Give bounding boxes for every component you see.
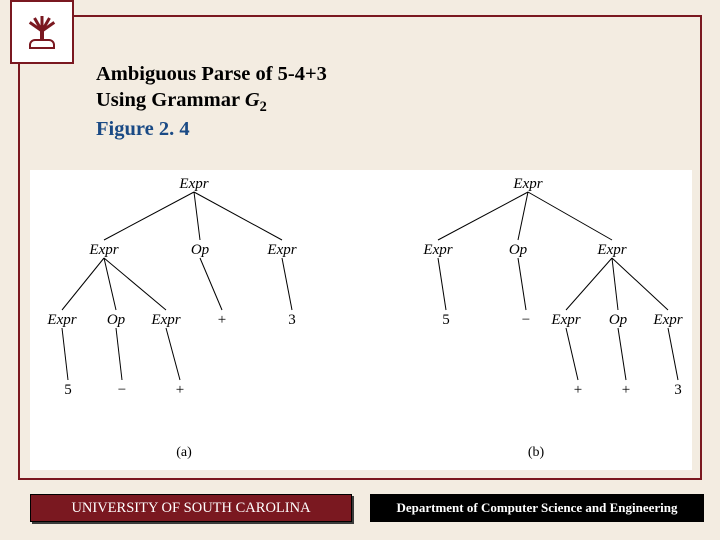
svg-text:+: +	[218, 312, 226, 328]
svg-text:Expr: Expr	[150, 312, 180, 328]
svg-text:−: −	[522, 312, 530, 328]
svg-text:5: 5	[64, 382, 72, 398]
title-line-1: Ambiguous Parse of 5-4+3	[96, 62, 327, 88]
svg-text:Op: Op	[107, 312, 126, 328]
tree-svg: Expr Expr Op Expr Expr Op Expr +3 5 − + (a) Expr Expr…	[30, 170, 692, 470]
svg-text:5: 5	[442, 312, 450, 328]
svg-text:3: 3	[288, 312, 296, 328]
parse-tree-diagram: Expr Expr Op Expr Expr Op Expr +3 5 − + (a) Expr Expr…	[30, 170, 692, 470]
svg-text:3: 3	[674, 382, 682, 398]
palm-tree-icon	[23, 13, 61, 51]
svg-text:Expr: Expr	[178, 176, 208, 192]
footer-right-text: Department of Computer Science and Engin…	[396, 500, 677, 516]
title-line-3: Figure 2. 4	[96, 117, 327, 143]
svg-text:Expr: Expr	[596, 242, 626, 258]
footer-left-text: UNIVERSITY OF SOUTH CAROLINA	[71, 500, 310, 517]
svg-text:Expr: Expr	[422, 242, 452, 258]
svg-text:Expr: Expr	[652, 312, 682, 328]
svg-text:+: +	[622, 382, 630, 398]
title-grammar-subscript: 2	[260, 99, 267, 115]
svg-text:Expr: Expr	[46, 312, 76, 328]
title-text: Using Grammar	[96, 89, 245, 111]
svg-text:Expr: Expr	[266, 242, 296, 258]
svg-text:+: +	[176, 382, 184, 398]
svg-text:−: −	[118, 382, 126, 398]
footer-university-name: UNIVERSITY OF SOUTH CAROLINA	[30, 494, 352, 522]
svg-text:Op: Op	[609, 312, 628, 328]
frame-border-top	[18, 15, 702, 17]
title-line-2: Using Grammar G2	[96, 88, 327, 117]
university-logo	[10, 0, 74, 64]
svg-text:(b): (b)	[528, 445, 545, 460]
svg-text:+: +	[574, 382, 582, 398]
frame-border-left	[18, 15, 20, 480]
svg-text:Expr: Expr	[550, 312, 580, 328]
slide-title: Ambiguous Parse of 5-4+3 Using Grammar G…	[96, 62, 327, 142]
svg-text:(a): (a)	[176, 445, 192, 460]
svg-text:Op: Op	[191, 242, 210, 258]
footer-department-name: Department of Computer Science and Engin…	[370, 494, 704, 522]
svg-text:Op: Op	[509, 242, 528, 258]
frame-border-bottom	[18, 478, 702, 480]
title-grammar-symbol: G	[245, 89, 260, 111]
svg-text:Expr: Expr	[512, 176, 542, 192]
svg-text:Expr: Expr	[88, 242, 118, 258]
frame-border-right	[700, 15, 702, 480]
